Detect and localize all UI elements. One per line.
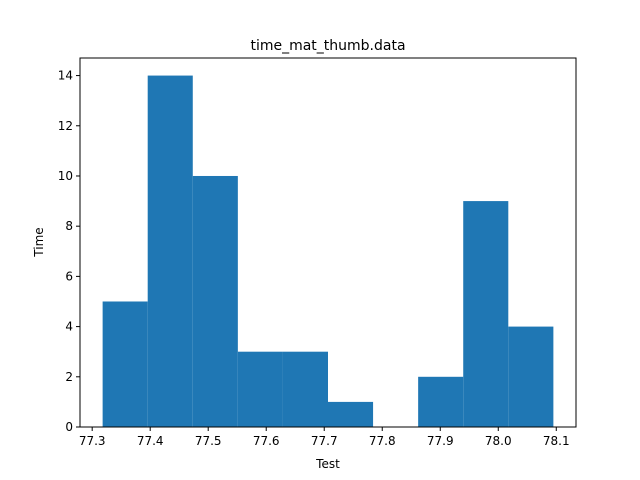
y-tick-label: 8 — [65, 219, 73, 233]
x-tick-label: 77.4 — [137, 434, 164, 448]
histogram-bar — [418, 376, 464, 427]
histogram-bar — [328, 401, 374, 427]
histogram-bar — [282, 351, 328, 427]
x-tick-label: 77.3 — [79, 434, 106, 448]
chart-title: time_mat_thumb.data — [250, 38, 405, 54]
y-tick-label: 12 — [58, 119, 73, 133]
histogram-bar — [147, 75, 193, 428]
x-tick-label: 77.6 — [253, 434, 280, 448]
y-tick-label: 2 — [65, 370, 73, 384]
histogram-bar — [237, 351, 283, 427]
histogram-bar — [508, 326, 554, 427]
histogram-bars — [102, 75, 554, 428]
x-axis-ticks: 77.3 77.4 77.5 77.6 77.7 77.8 77.9 78.0 78.1 — [79, 427, 570, 448]
x-tick-label: 77.5 — [195, 434, 222, 448]
x-tick-label: 77.9 — [427, 434, 454, 448]
histogram-bar — [192, 175, 238, 427]
histogram-bar — [102, 301, 148, 427]
x-tick-label: 78.1 — [543, 434, 570, 448]
x-tick-label: 78.0 — [485, 434, 512, 448]
y-tick-label: 14 — [58, 69, 73, 83]
x-axis-label: Test — [315, 457, 340, 471]
y-tick-label: 6 — [65, 269, 73, 283]
x-tick-label: 77.7 — [311, 434, 338, 448]
x-tick-label: 77.8 — [369, 434, 396, 448]
histogram-bar — [463, 201, 509, 427]
y-axis-label: Time — [32, 227, 46, 257]
y-tick-label: 4 — [65, 320, 73, 334]
y-tick-label: 0 — [65, 420, 73, 434]
y-axis-ticks: 0 2 4 6 8 10 12 14 — [58, 69, 80, 434]
y-tick-label: 10 — [58, 169, 73, 183]
plot-frame — [79, 57, 577, 428]
